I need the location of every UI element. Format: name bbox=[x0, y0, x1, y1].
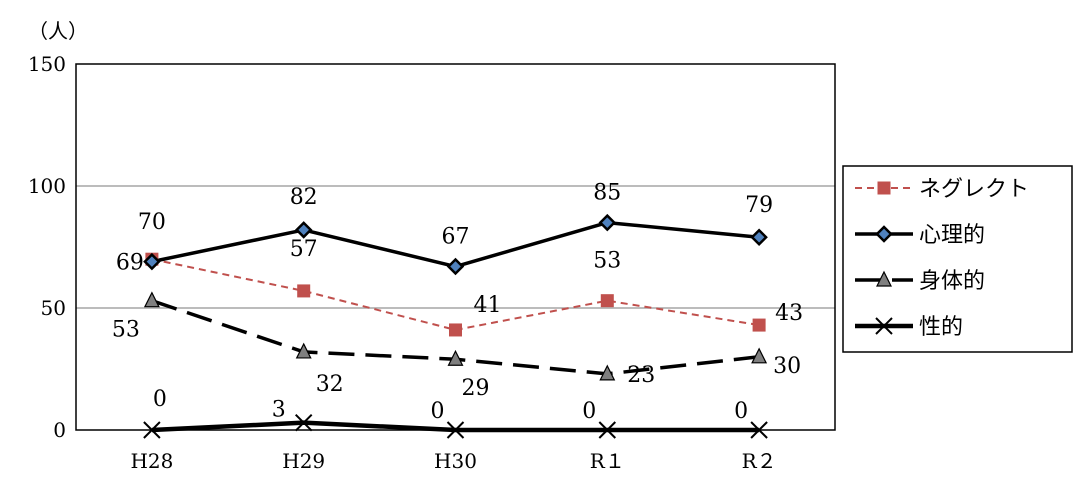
data-point-2 bbox=[295, 342, 312, 359]
data-point-3 bbox=[143, 421, 161, 439]
data-label: 0 bbox=[153, 387, 167, 412]
x-tick-label: H30 bbox=[434, 449, 477, 473]
legend-label: 性的 bbox=[919, 315, 963, 340]
data-label: 3 bbox=[272, 398, 286, 423]
data-label: 70 bbox=[138, 210, 166, 235]
x-tick-label: H29 bbox=[282, 449, 325, 473]
data-point-0 bbox=[297, 284, 311, 298]
legend-marker-3 bbox=[875, 317, 893, 335]
data-label: 0 bbox=[582, 399, 596, 424]
data-point-1 bbox=[143, 252, 161, 271]
data-point-3 bbox=[294, 413, 313, 432]
data-label: 85 bbox=[593, 181, 621, 206]
data-point-0 bbox=[449, 323, 462, 337]
legend-label: 心理的 bbox=[919, 223, 985, 248]
data-label: 69 bbox=[116, 251, 144, 276]
y-tick-label: 100 bbox=[28, 174, 66, 198]
data-point-2 bbox=[143, 291, 160, 308]
data-point-0 bbox=[752, 318, 766, 332]
data-label: 79 bbox=[745, 193, 773, 218]
y-tick-label: 150 bbox=[28, 52, 66, 76]
data-label: 32 bbox=[316, 372, 344, 397]
data-label: 30 bbox=[773, 354, 801, 379]
data-point-3 bbox=[446, 421, 465, 439]
data-point-2 bbox=[751, 347, 768, 364]
y-axis-unit-label: （人） bbox=[28, 19, 88, 43]
legend-marker-2 bbox=[876, 270, 892, 287]
legend-box bbox=[842, 165, 1073, 353]
data-point-1 bbox=[446, 257, 465, 276]
data-label: 0 bbox=[734, 399, 748, 424]
series-markers bbox=[143, 213, 768, 439]
x-tick-label: R２ bbox=[742, 449, 777, 473]
data-point-1 bbox=[294, 221, 313, 239]
data-point-3 bbox=[750, 421, 768, 439]
y-tick-label: 0 bbox=[53, 418, 66, 442]
data-point-3 bbox=[598, 421, 617, 439]
data-label: 53 bbox=[593, 249, 621, 274]
data-point-0 bbox=[600, 294, 614, 308]
data-label: 57 bbox=[290, 237, 318, 262]
data-label: 41 bbox=[474, 293, 502, 318]
data-point-2 bbox=[599, 364, 616, 381]
y-axis-ticks: 0 50 100 150 bbox=[28, 52, 66, 442]
data-label: 43 bbox=[775, 301, 803, 326]
data-label: 53 bbox=[112, 318, 140, 343]
data-label: 0 bbox=[431, 399, 445, 424]
series-line-0 bbox=[151, 258, 760, 331]
y-tick-label: 50 bbox=[41, 296, 66, 320]
legend-marker-0 bbox=[877, 181, 891, 195]
x-tick-label: H28 bbox=[130, 449, 173, 473]
data-label: 23 bbox=[627, 363, 655, 388]
gridlines bbox=[76, 185, 835, 309]
x-axis-ticks: H28 H29 H30 R１ R２ bbox=[130, 449, 776, 473]
data-label: 29 bbox=[462, 376, 490, 401]
data-label: 82 bbox=[290, 185, 318, 210]
data-label: 67 bbox=[442, 225, 470, 250]
legend-marker-1 bbox=[875, 225, 893, 243]
legend-label: 身体的 bbox=[919, 269, 985, 294]
legend-label: ネグレクト bbox=[919, 177, 1029, 202]
x-tick-label: R１ bbox=[590, 449, 625, 473]
data-point-2 bbox=[447, 349, 464, 366]
data-point-1 bbox=[750, 228, 768, 247]
data-point-1 bbox=[598, 213, 617, 232]
